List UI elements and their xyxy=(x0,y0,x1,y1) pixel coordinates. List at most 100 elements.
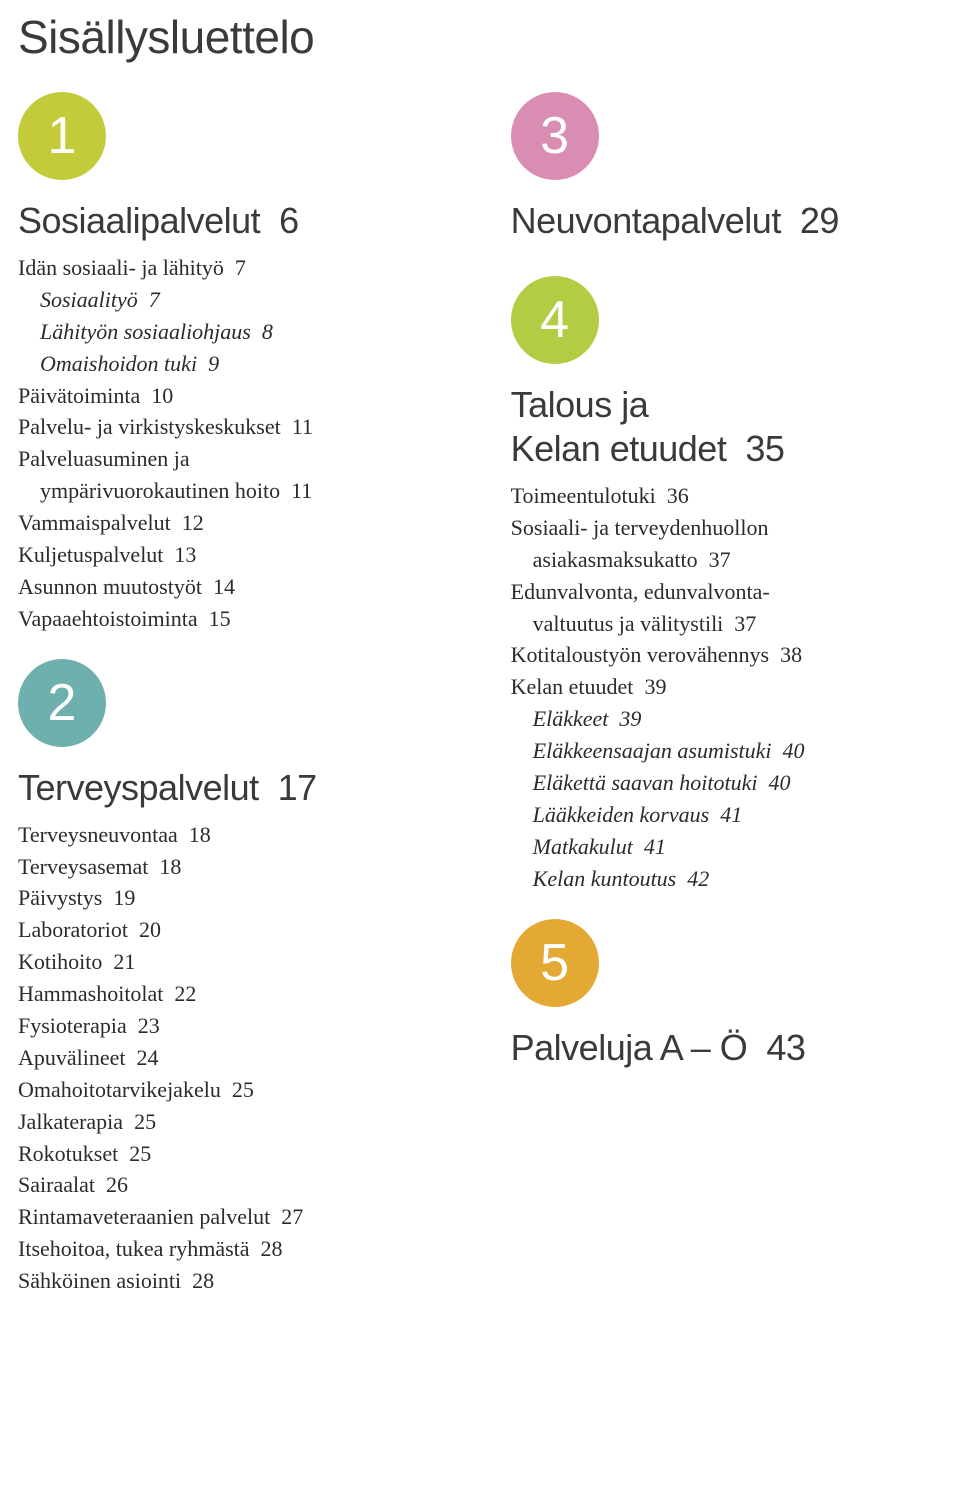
toc-entry-text: Eläkettä saavan hoitotuki xyxy=(533,770,758,795)
section-5-heading: Palveluja A – Ö 43 xyxy=(511,1027,936,1069)
toc-entry: Terveysasemat 18 xyxy=(18,851,465,883)
section-2-title: Terveyspalvelut xyxy=(18,767,259,808)
toc-entry-page: 28 xyxy=(261,1236,283,1261)
toc-entry-text: ympärivuorokautinen hoito xyxy=(40,478,280,503)
toc-columns: 1 Sosiaalipalvelut 6 Idän sosiaali- ja l… xyxy=(18,92,936,1297)
toc-entry-page: 25 xyxy=(129,1141,151,1166)
toc-entry-page: 18 xyxy=(159,854,181,879)
section-5-page: 43 xyxy=(766,1027,805,1068)
toc-entry-text: Sosiaalityö xyxy=(40,287,138,312)
toc-entry-page: 8 xyxy=(262,319,273,344)
section-1-number: 1 xyxy=(48,106,77,166)
toc-entry-text: Fysioterapia xyxy=(18,1013,127,1038)
toc-entry: Lähityön sosiaaliohjaus 8 xyxy=(18,316,465,348)
toc-entry: ympärivuorokautinen hoito 11 xyxy=(18,475,465,507)
section-3-number: 3 xyxy=(540,106,569,166)
toc-entry-text: Sähköinen asiointi xyxy=(18,1268,181,1293)
toc-entry: Kuljetuspalvelut 13 xyxy=(18,539,465,571)
toc-entry-page: 24 xyxy=(137,1045,159,1070)
toc-entry-text: Laboratoriot xyxy=(18,917,128,942)
section-4-badge: 4 xyxy=(511,276,599,364)
toc-entry-text: Vapaaehtoistoiminta xyxy=(18,606,198,631)
toc-entry: Itsehoitoa, tukea ryhmästä 28 xyxy=(18,1233,465,1265)
section-3-heading: Neuvontapalvelut 29 xyxy=(511,200,936,242)
toc-entry-text: Kelan etuudet xyxy=(511,674,634,699)
toc-entry: Sosiaalityö 7 xyxy=(18,284,465,316)
toc-entry-page: 38 xyxy=(780,642,802,667)
toc-entry-page: 37 xyxy=(734,611,756,636)
left-column: 1 Sosiaalipalvelut 6 Idän sosiaali- ja l… xyxy=(18,92,465,1297)
toc-entry-page: 19 xyxy=(113,885,135,910)
section-4-title-l1: Talous ja xyxy=(511,384,649,425)
toc-entry-text: Hammashoitolat xyxy=(18,981,163,1006)
section-4-heading-l2: Kelan etuudet 35 xyxy=(511,428,936,470)
toc-entry: Eläkettä saavan hoitotuki 40 xyxy=(511,767,936,799)
section-1-badge: 1 xyxy=(18,92,106,180)
toc-entry-text: Asunnon muutostyöt xyxy=(18,574,202,599)
section-5-badge: 5 xyxy=(511,919,599,1007)
toc-entry: Fysioterapia 23 xyxy=(18,1010,465,1042)
toc-entry: asiakasmaksukatto 37 xyxy=(511,544,936,576)
toc-entry-text: Toimeentulotuki xyxy=(511,483,656,508)
page-title: Sisällysluettelo xyxy=(18,10,936,64)
toc-entry-text: Terveysasemat xyxy=(18,854,148,879)
toc-entry: Hammashoitolat 22 xyxy=(18,978,465,1010)
toc-entry: Eläkkeensaajan asumistuki 40 xyxy=(511,735,936,767)
section-4-number: 4 xyxy=(540,290,569,350)
toc-entry-text: asiakasmaksukatto xyxy=(533,547,698,572)
toc-entry-page: 39 xyxy=(619,706,641,731)
toc-entry-text: Sairaalat xyxy=(18,1172,95,1197)
section-4-page: 35 xyxy=(745,428,784,469)
toc-entry-page: 12 xyxy=(182,510,204,535)
toc-entry-text: Kotitaloustyön verovähennys xyxy=(511,642,769,667)
toc-entry: Vapaaehtoistoiminta 15 xyxy=(18,603,465,635)
right-column: 3 Neuvontapalvelut 29 4 Talous ja Kelan … xyxy=(511,92,936,1297)
section-4-items: Toimeentulotuki 36 Sosiaali- ja terveyden… xyxy=(511,480,936,895)
toc-entry: valtuutus ja välitystili 37 xyxy=(511,608,936,640)
toc-entry: Edunvalvonta, edunvalvonta- xyxy=(511,576,936,608)
toc-entry-text: Omaishoidon tuki xyxy=(40,351,197,376)
toc-entry-page: 9 xyxy=(208,351,219,376)
toc-entry-page: 28 xyxy=(192,1268,214,1293)
toc-entry: Asunnon muutostyöt 14 xyxy=(18,571,465,603)
toc-entry: Rokotukset 25 xyxy=(18,1138,465,1170)
toc-entry-text: Sosiaali- ja terveydenhuollon xyxy=(511,515,769,540)
toc-entry: Matkakulut 41 xyxy=(511,831,936,863)
toc-entry-text: Matkakulut xyxy=(533,834,633,859)
toc-entry-text: Itsehoitoa, tukea ryhmästä xyxy=(18,1236,250,1261)
toc-entry-page: 7 xyxy=(235,255,246,280)
toc-entry-page: 21 xyxy=(113,949,135,974)
section-4-heading-l1: Talous ja xyxy=(511,384,936,426)
toc-entry: Omaishoidon tuki 9 xyxy=(18,348,465,380)
toc-entry: Kotihoito 21 xyxy=(18,946,465,978)
toc-entry-text: Eläkkeet xyxy=(533,706,609,731)
section-2-number: 2 xyxy=(48,673,77,733)
toc-entry: Apuvälineet 24 xyxy=(18,1042,465,1074)
toc-entry: Sairaalat 26 xyxy=(18,1169,465,1201)
toc-entry-text: Rokotukset xyxy=(18,1141,118,1166)
section-1-title: Sosiaalipalvelut xyxy=(18,200,260,241)
toc-entry-text: Apuvälineet xyxy=(18,1045,126,1070)
toc-entry-text: Idän sosiaali- ja lähityö xyxy=(18,255,224,280)
toc-entry: Kotitaloustyön verovähennys 38 xyxy=(511,639,936,671)
toc-entry-text: Rintamaveteraanien palvelut xyxy=(18,1204,270,1229)
toc-entry-text: Kotihoito xyxy=(18,949,102,974)
toc-entry: Rintamaveteraanien palvelut 27 xyxy=(18,1201,465,1233)
section-3-page: 29 xyxy=(800,200,839,241)
section-1-items: Idän sosiaali- ja lähityö 7 Sosiaalityö 7… xyxy=(18,252,465,635)
toc-entry: Kelan etuudet 39 xyxy=(511,671,936,703)
toc-entry: Eläkkeet 39 xyxy=(511,703,936,735)
toc-entry: Palveluasuminen ja xyxy=(18,443,465,475)
toc-entry-text: Terveysneuvontaa xyxy=(18,822,178,847)
toc-entry-text: valtuutus ja välitystili xyxy=(533,611,724,636)
toc-entry: Jalkaterapia 25 xyxy=(18,1106,465,1138)
toc-entry-page: 41 xyxy=(644,834,666,859)
toc-entry: Palvelu- ja virkistyskeskukset 11 xyxy=(18,411,465,443)
section-2-page: 17 xyxy=(278,767,317,808)
toc-entry-page: 13 xyxy=(174,542,196,567)
toc-entry-page: 22 xyxy=(174,981,196,1006)
toc-entry: Toimeentulotuki 36 xyxy=(511,480,936,512)
toc-entry-page: 23 xyxy=(138,1013,160,1038)
toc-entry-page: 42 xyxy=(687,866,709,891)
toc-entry-text: Omahoitotarvikejakelu xyxy=(18,1077,221,1102)
